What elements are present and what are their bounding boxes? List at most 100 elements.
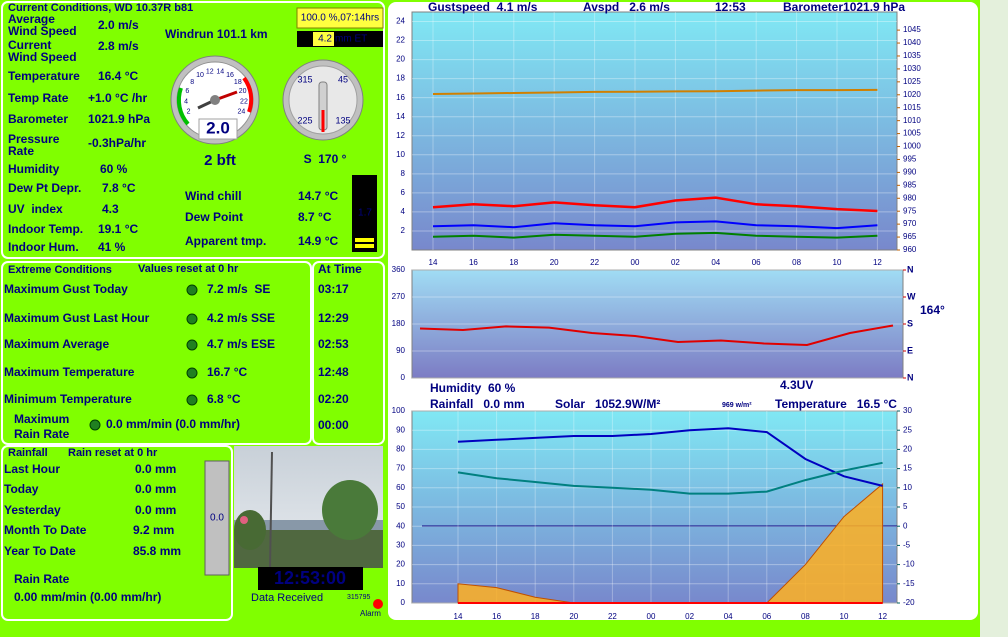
- legend-entry: Rainfall 0.0 mm: [430, 397, 525, 411]
- legend-entry: Humidity 60 %: [430, 381, 516, 395]
- webcam-water: [234, 520, 383, 530]
- value: 6.8 °C: [207, 392, 241, 406]
- gauge-readout: [198, 118, 238, 140]
- value: 14.9 °C: [298, 234, 338, 248]
- annotation: 164°: [920, 303, 945, 317]
- y-tick-label: 0: [401, 373, 406, 382]
- label: Minimum Temperature: [4, 392, 132, 406]
- gauge-arc-green: [176, 87, 190, 126]
- x-tick-label: 14: [429, 258, 438, 267]
- x-tick-label: 20: [550, 258, 559, 267]
- beaufort: 2 bft: [204, 152, 236, 169]
- y2-tick-label: 0: [903, 521, 908, 530]
- x-tick-label: 12: [873, 258, 882, 267]
- counter: 315795: [347, 594, 370, 601]
- y-tick-label: 90: [396, 425, 405, 434]
- label: Today: [4, 482, 39, 496]
- label: Year To Date: [4, 544, 76, 558]
- uv-level: [355, 244, 374, 248]
- gauge-tick: 16: [226, 72, 234, 79]
- label: Maximum: [14, 412, 69, 426]
- uv-bar-value: 1.7: [358, 208, 372, 219]
- y-tick-label: 360: [392, 265, 406, 274]
- label: Rate: [8, 144, 34, 158]
- uv-level: [355, 238, 374, 242]
- label: Temp Rate: [8, 91, 69, 105]
- y-tick-label: 50: [396, 502, 405, 511]
- y-tick-label: 6: [401, 188, 406, 197]
- y2-tick-label: -20: [903, 598, 915, 607]
- status-dot: [186, 367, 198, 379]
- reset-note: Rain reset at 0 hr: [68, 447, 158, 459]
- label: UV index: [8, 202, 63, 216]
- y-tick-label: 14: [396, 112, 405, 121]
- label: Maximum Gust Today: [4, 282, 128, 296]
- value: 16.7 °C: [207, 365, 247, 379]
- y-tick-label: 2: [401, 226, 406, 235]
- x-tick-label: 10: [833, 258, 842, 267]
- y-tick-label: 4: [401, 207, 406, 216]
- clock: 12:53:00: [274, 568, 346, 588]
- x-tick-label: 08: [801, 612, 810, 621]
- panel-rainfall: [1, 445, 233, 621]
- y2-tick-label: 25: [903, 425, 912, 434]
- sunshine: 100.0 %,07:14hrs: [301, 13, 379, 24]
- status-dot: [89, 419, 101, 431]
- label: Average: [8, 12, 55, 26]
- y2-tick-label: -10: [903, 560, 915, 569]
- clock-box: [258, 567, 363, 590]
- y-tick-label: 22: [396, 36, 405, 45]
- y2-tick-label: 30: [903, 406, 912, 415]
- status-dot: [186, 394, 198, 406]
- label: Humidity: [8, 162, 60, 176]
- line: [432, 88, 878, 95]
- y2-tick-label: 1020: [903, 90, 921, 99]
- y-tick-label: 20: [396, 55, 405, 64]
- label: Dew Pt Depr.: [8, 181, 81, 195]
- x-tick-label: 04: [711, 258, 720, 267]
- y-tick-label: 90: [396, 346, 405, 355]
- y2-tick-label: 1045: [903, 25, 921, 34]
- label: Temperature: [8, 69, 80, 83]
- label: Indoor Temp.: [8, 222, 83, 236]
- value: 0.0 mm: [135, 462, 176, 476]
- value: 0.0 mm/min (0.0 mm/hr): [106, 417, 240, 431]
- y2-tick-label: 995: [903, 155, 917, 164]
- y2-tick-label: 960: [903, 245, 917, 254]
- line: [419, 324, 894, 347]
- gauge-cap: [210, 95, 220, 105]
- y-tick-label: 10: [396, 150, 405, 159]
- x-tick-label: 00: [631, 258, 640, 267]
- time: 03:17: [318, 282, 349, 296]
- x-tick-label: 02: [671, 258, 680, 267]
- y-tick-label: 20: [396, 560, 405, 569]
- et-value-box: [313, 32, 334, 46]
- rain-gauge-value: 0.0: [210, 513, 224, 524]
- y2-tick-label: 975: [903, 206, 917, 215]
- y-tick-label: 100: [392, 406, 406, 415]
- gauge-tick: 4: [184, 99, 188, 106]
- y2-tick-label: 1010: [903, 116, 921, 125]
- label: Barometer: [8, 112, 68, 126]
- y2-tick-label: -15: [903, 579, 915, 588]
- value: 2.0 m/s: [98, 18, 139, 32]
- y-tick-label: 30: [396, 541, 405, 550]
- alarm-light: [373, 599, 383, 609]
- side-strip: [980, 0, 1008, 637]
- value: 19.1 °C: [98, 222, 138, 236]
- value: 2.8 m/s: [98, 39, 139, 53]
- label: Pressure: [8, 132, 60, 146]
- y2-tick-label: 1030: [903, 64, 921, 73]
- time: 12:29: [318, 311, 349, 325]
- y2-tick-label: 1005: [903, 129, 921, 138]
- y2-tick-label: 990: [903, 168, 917, 177]
- direction-tick: 45: [338, 74, 348, 84]
- x-tick-label: 12: [878, 612, 887, 621]
- label: Month To Date: [4, 523, 87, 537]
- time: 02:53: [318, 337, 349, 351]
- label: Current: [8, 38, 51, 52]
- line: [432, 220, 878, 230]
- x-tick-label: 06: [762, 612, 771, 621]
- status-label: Data Received: [251, 592, 323, 604]
